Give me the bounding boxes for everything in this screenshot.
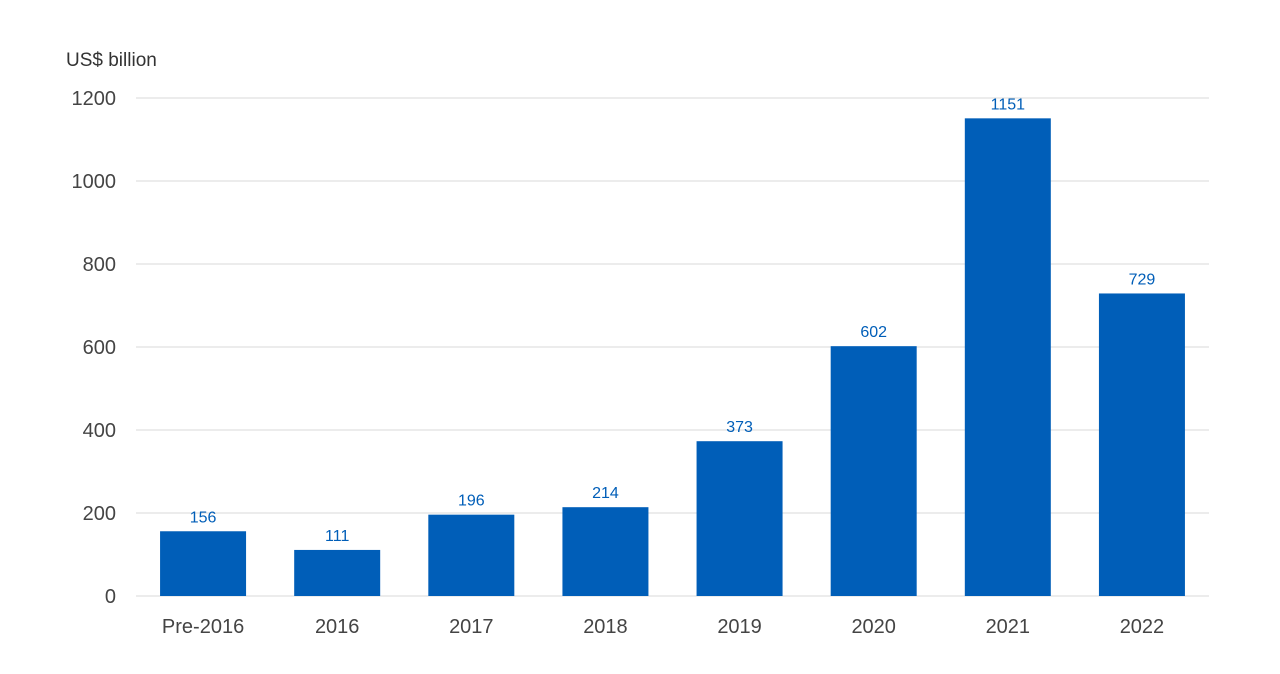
data-label: 196 [458, 493, 485, 510]
data-label: 1151 [991, 96, 1026, 113]
gridlines [136, 97, 1209, 597]
y-tick-label: 200 [83, 503, 116, 525]
bar-2021 [964, 118, 1051, 597]
x-tick-label: 2016 [315, 616, 360, 638]
x-tick-label: 2020 [851, 616, 896, 638]
x-tick-label: Pre-2016 [162, 616, 244, 638]
y-tick-label: 1000 [72, 171, 117, 193]
data-label: 602 [860, 324, 887, 341]
y-tick-label: 400 [83, 420, 116, 442]
y-axis-ticks: 0 200 400 600 800 1000 1200 [72, 88, 117, 608]
data-label: 111 [325, 528, 349, 545]
bar-2019 [696, 441, 783, 596]
bar-2020 [830, 346, 917, 596]
y-tick-label: 0 [105, 586, 116, 608]
bars [160, 118, 1185, 597]
data-label: 156 [190, 509, 217, 526]
data-labels: 156 111 196 214 373 602 1151 729 [190, 96, 1156, 545]
y-tick-label: 800 [83, 254, 116, 276]
y-axis-label: US$ billion [66, 50, 157, 71]
bar-2018 [562, 507, 649, 596]
bar-2022 [1098, 293, 1185, 596]
x-tick-label: 2018 [583, 616, 628, 638]
data-label: 729 [1129, 271, 1156, 288]
bar-2017 [428, 514, 515, 596]
x-tick-label: 2021 [986, 616, 1031, 638]
bar-2016 [294, 549, 381, 596]
y-tick-label: 600 [83, 337, 116, 359]
x-axis-ticks: Pre-2016 2016 2017 2018 2019 2020 2021 2022 [162, 616, 1164, 638]
y-tick-label: 1200 [72, 88, 117, 110]
data-label: 214 [592, 485, 619, 502]
data-label: 373 [726, 419, 753, 436]
x-tick-label: 2017 [449, 616, 494, 638]
x-tick-label: 2022 [1120, 616, 1165, 638]
x-tick-label: 2019 [717, 616, 762, 638]
bar-pre-2016 [160, 531, 247, 596]
